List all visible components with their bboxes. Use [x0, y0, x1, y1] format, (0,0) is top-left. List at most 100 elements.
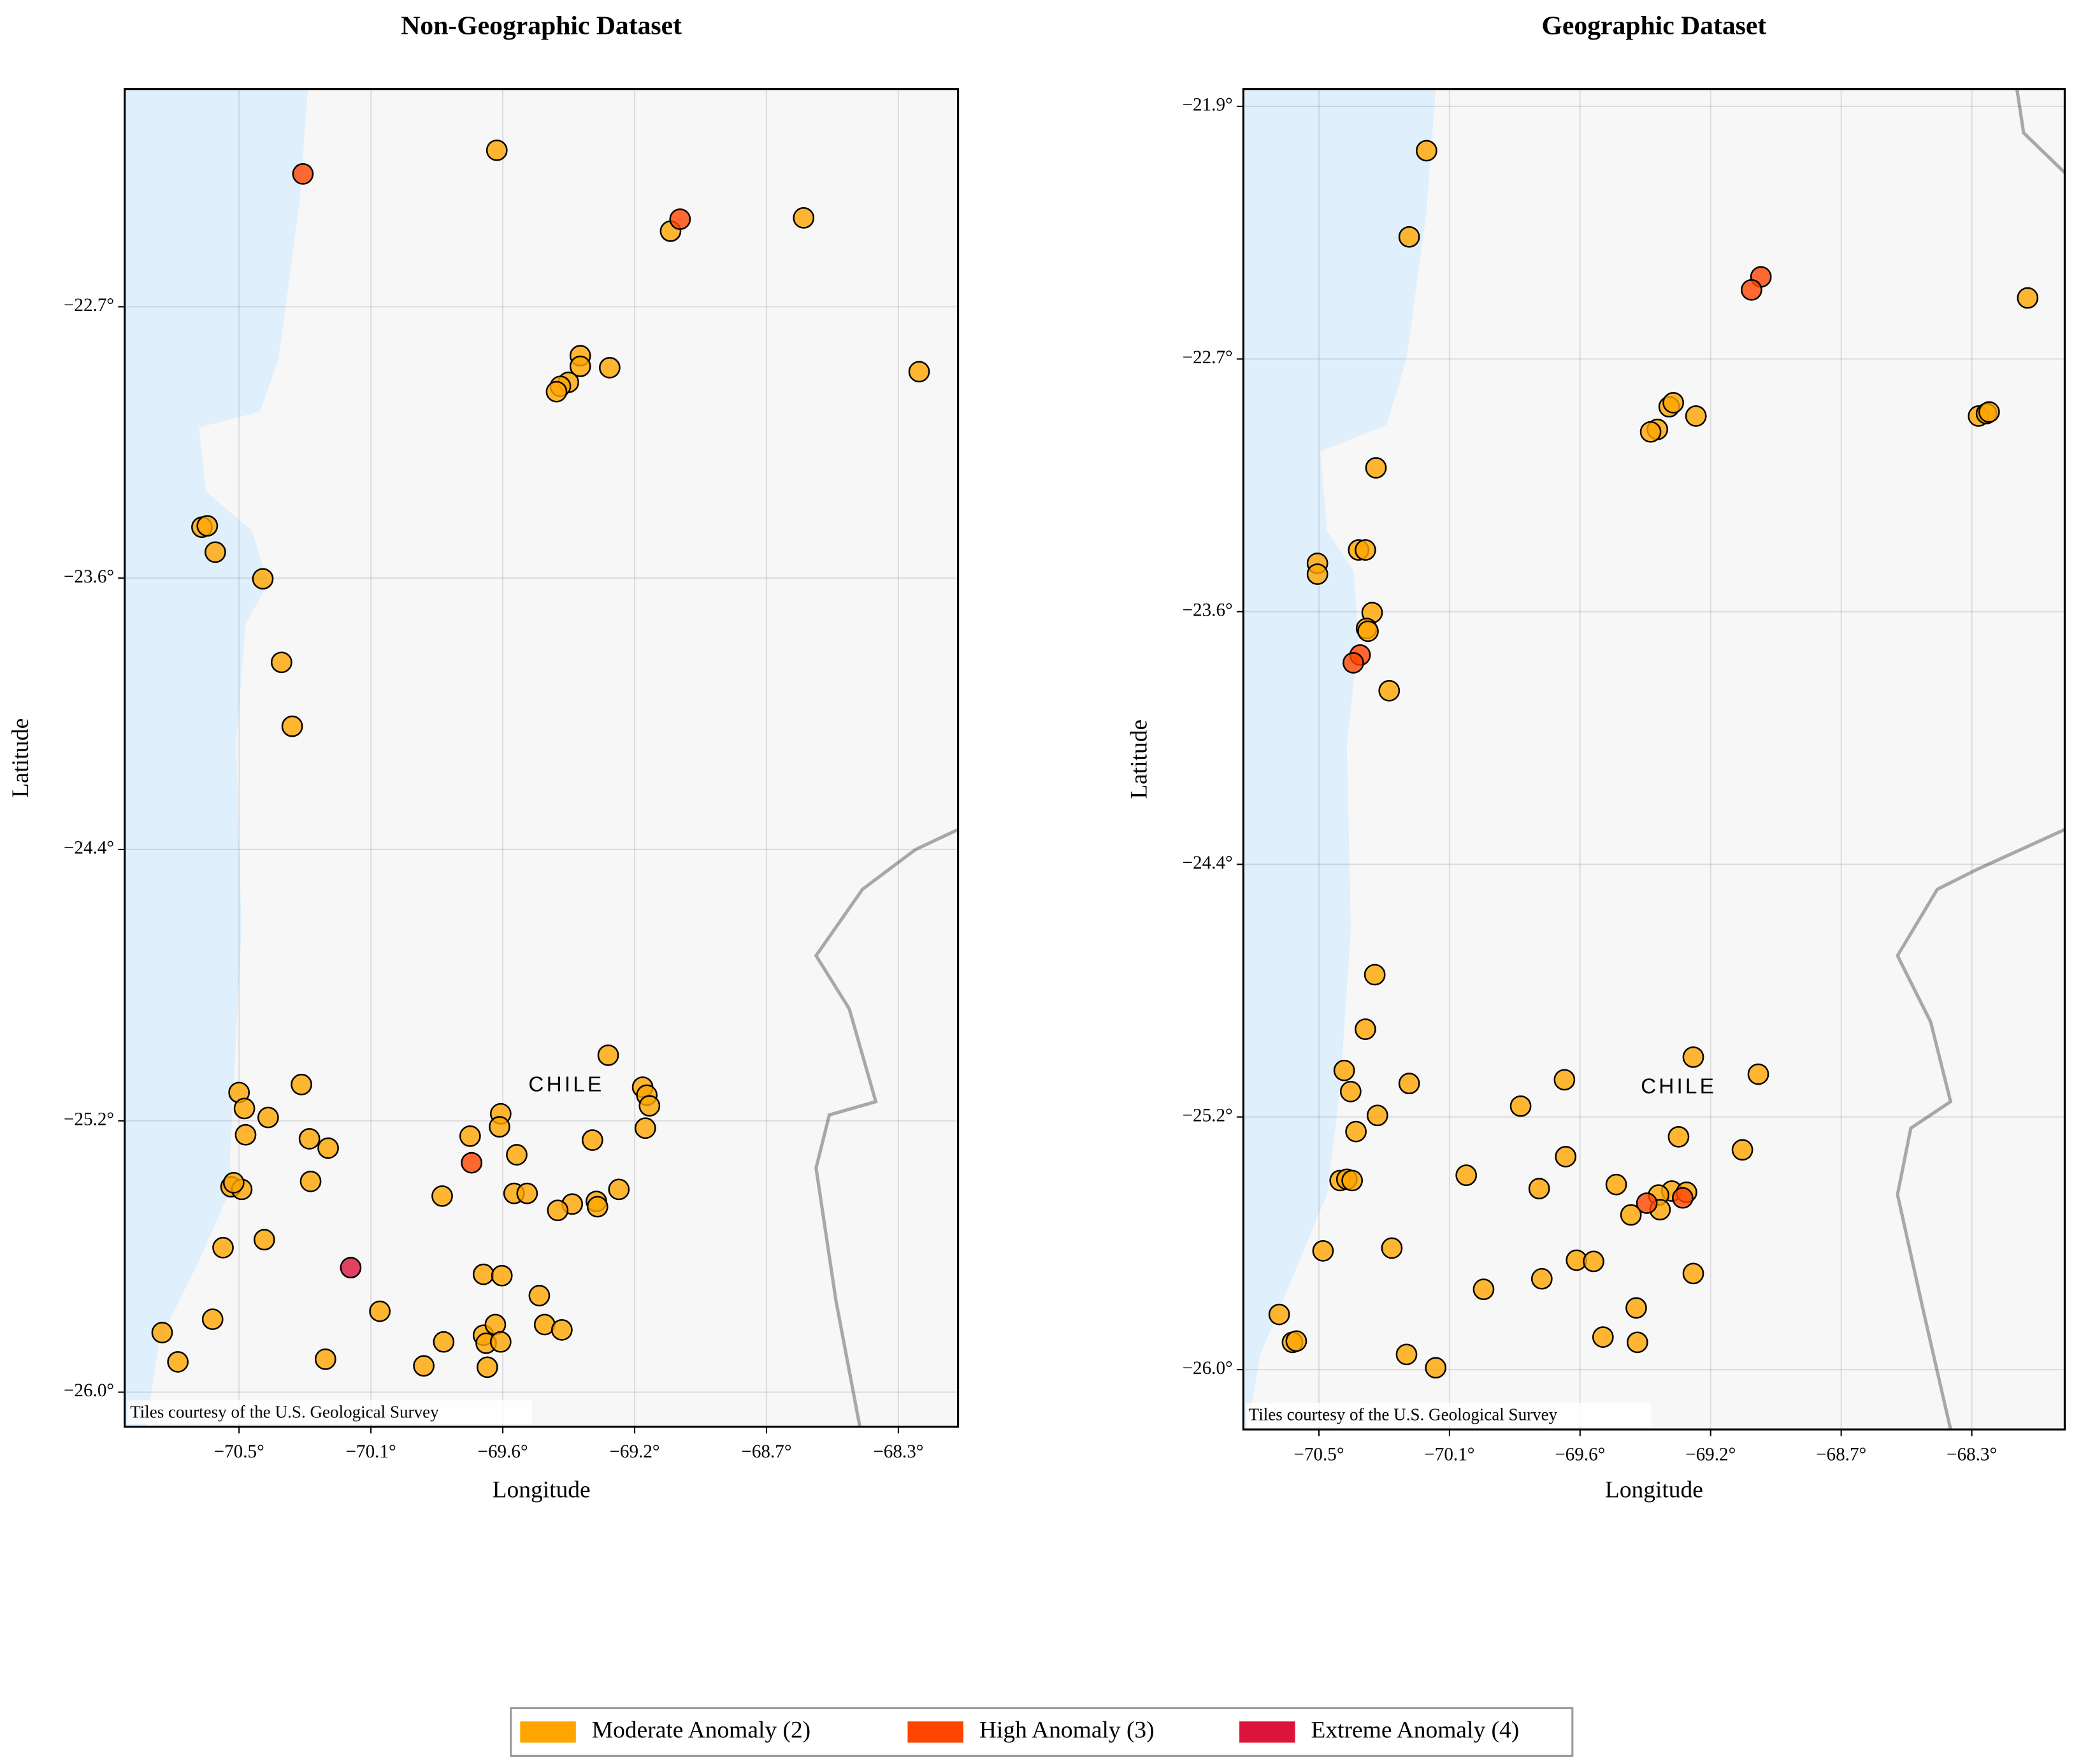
point — [569, 356, 591, 377]
point — [1592, 1326, 1614, 1348]
point — [1667, 1125, 1690, 1148]
point — [1425, 1357, 1447, 1379]
y-axis-label: Latitude — [1127, 719, 1153, 799]
point — [1365, 457, 1387, 479]
y-tick-label: −22.7° — [1183, 347, 1233, 368]
point — [491, 1264, 513, 1287]
point — [1553, 1069, 1576, 1091]
point — [1366, 1104, 1388, 1127]
x-tick-label: −68.7° — [741, 1442, 791, 1462]
point — [1345, 1120, 1367, 1143]
point — [489, 1116, 510, 1138]
point — [1530, 1268, 1553, 1290]
point — [1355, 1018, 1376, 1040]
point — [1626, 1331, 1648, 1354]
chart-title: Geographic Dataset — [1542, 11, 1767, 40]
point — [581, 1129, 603, 1151]
point — [252, 568, 274, 590]
point — [1343, 652, 1364, 674]
point — [1473, 1278, 1495, 1301]
x-tick-label: −69.6° — [478, 1442, 528, 1462]
point — [1455, 1164, 1478, 1187]
point — [1605, 1173, 1627, 1196]
point — [1306, 563, 1329, 585]
y-tick-label: −24.4° — [64, 838, 114, 858]
map-label: CHILE — [1641, 1074, 1717, 1098]
legend-label: Moderate Anomaly (2) — [592, 1717, 810, 1743]
point — [793, 207, 815, 229]
border — [1896, 89, 2066, 1430]
point — [233, 1097, 256, 1120]
point — [1682, 1046, 1704, 1068]
point — [1398, 1073, 1420, 1095]
point — [292, 163, 314, 185]
ocean — [124, 89, 308, 1427]
point — [196, 515, 219, 537]
y-tick-label: −21.9° — [1183, 95, 1233, 115]
y-tick-label: −25.2° — [64, 1109, 114, 1129]
map-label: CHILE — [528, 1073, 604, 1096]
legend-label: High Anomaly (3) — [979, 1717, 1155, 1743]
border — [814, 828, 959, 1428]
point — [1333, 1059, 1355, 1081]
x-tick-label: −70.1° — [1424, 1444, 1474, 1464]
attribution-box — [127, 1400, 533, 1424]
point — [1509, 1095, 1532, 1117]
point — [1339, 1080, 1362, 1102]
point — [908, 361, 930, 383]
point — [1381, 1237, 1403, 1259]
point — [340, 1257, 362, 1279]
point — [669, 208, 691, 230]
x-axis-label: Longitude — [493, 1477, 591, 1503]
point — [1357, 620, 1379, 642]
x-tick-label: −69.6° — [1555, 1444, 1605, 1464]
point — [599, 357, 621, 379]
point — [314, 1348, 336, 1370]
point — [528, 1285, 551, 1306]
point — [486, 139, 508, 161]
point — [459, 1125, 481, 1147]
point — [1395, 1343, 1418, 1366]
x-tick-label: −68.7° — [1816, 1444, 1866, 1464]
point — [476, 1356, 498, 1378]
x-tick-label: −70.1° — [346, 1442, 396, 1462]
point — [270, 651, 292, 674]
ocean — [1243, 89, 1436, 1430]
legend-swatch — [907, 1721, 963, 1743]
point — [317, 1137, 339, 1159]
point — [1398, 226, 1420, 248]
legend-label: Extreme Anomaly (4) — [1311, 1717, 1520, 1743]
point — [1682, 1262, 1704, 1285]
point — [597, 1044, 619, 1066]
y-tick-label: −25.2° — [1183, 1105, 1233, 1125]
x-tick-label: −68.3° — [1947, 1444, 1997, 1464]
point — [1555, 1146, 1577, 1168]
point — [433, 1331, 455, 1353]
legend-swatch — [520, 1721, 576, 1743]
point — [551, 1319, 573, 1341]
point — [634, 1117, 656, 1139]
point — [1378, 679, 1401, 702]
point — [516, 1182, 538, 1204]
y-axis-label: Latitude — [8, 718, 34, 798]
point — [291, 1073, 312, 1095]
point — [205, 541, 226, 563]
point — [1685, 405, 1707, 427]
point — [1620, 1204, 1642, 1226]
point — [1978, 401, 2000, 423]
point — [506, 1144, 528, 1166]
point — [1741, 279, 1762, 301]
point — [1662, 392, 1684, 414]
point — [1528, 1178, 1550, 1199]
point — [461, 1152, 483, 1174]
point — [1625, 1297, 1647, 1319]
point — [489, 1331, 512, 1353]
point — [1672, 1187, 1694, 1209]
point — [638, 1095, 661, 1117]
point — [222, 1172, 245, 1194]
point — [151, 1322, 173, 1343]
point — [369, 1300, 391, 1322]
point — [281, 715, 303, 737]
